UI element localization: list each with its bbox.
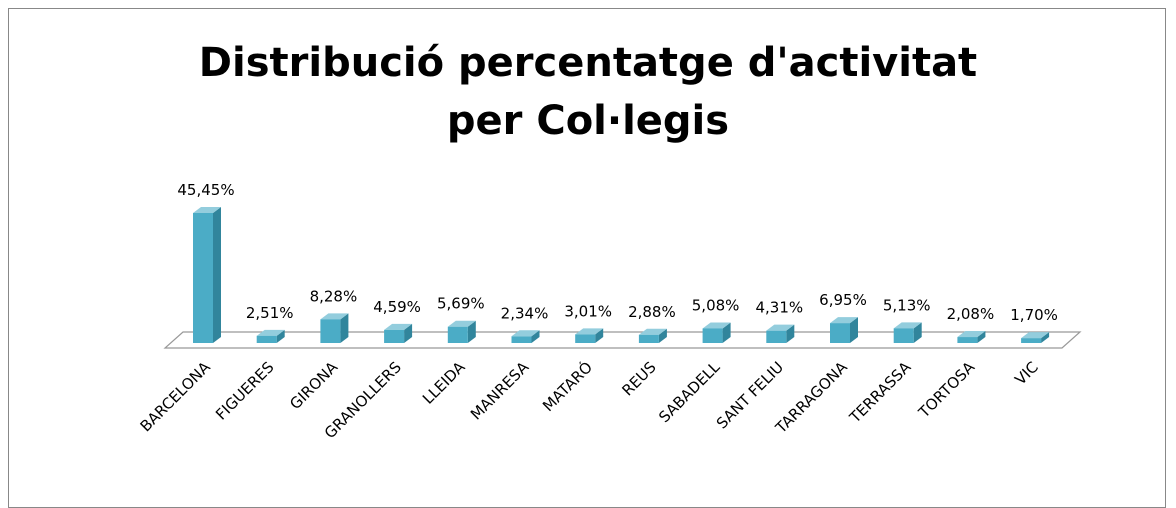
bar-side bbox=[595, 328, 604, 343]
bar-side bbox=[340, 313, 349, 343]
data-label: 8,28% bbox=[310, 287, 358, 305]
data-label: 2,08% bbox=[947, 305, 995, 323]
bar bbox=[193, 213, 213, 343]
x-tick-label: MATARÓ bbox=[538, 357, 596, 415]
bar-top bbox=[256, 329, 285, 336]
data-label: 2,34% bbox=[501, 304, 549, 322]
bar-side bbox=[531, 330, 540, 343]
bar-top bbox=[766, 324, 795, 331]
bar-side bbox=[276, 329, 285, 343]
data-label: 5,13% bbox=[883, 296, 931, 314]
data-label: 4,31% bbox=[755, 299, 803, 317]
bar-side bbox=[1041, 332, 1050, 343]
bar bbox=[256, 335, 277, 343]
chart-title: Distribució percentatge d'activitat per … bbox=[198, 40, 978, 144]
bar bbox=[1021, 338, 1042, 343]
bar bbox=[957, 337, 978, 343]
bar-side bbox=[786, 324, 795, 343]
x-tick-label: BARCELONA bbox=[137, 358, 215, 436]
bar-side bbox=[850, 317, 858, 343]
x-tick-label: REUS bbox=[618, 358, 659, 399]
bar-top bbox=[575, 328, 604, 335]
bar bbox=[893, 328, 914, 343]
bar-top bbox=[1021, 332, 1050, 339]
bar-top bbox=[638, 328, 667, 335]
data-label: 4,59% bbox=[373, 298, 421, 316]
x-tick-label: LLEIDA bbox=[419, 358, 469, 408]
data-label: 1,70% bbox=[1010, 306, 1058, 324]
data-label: 2,51% bbox=[246, 304, 294, 322]
bar-side bbox=[722, 322, 731, 343]
x-tick-label: MANRESA bbox=[467, 358, 533, 424]
data-label: 2,88% bbox=[628, 303, 676, 321]
x-tick-label: SABADELL bbox=[655, 358, 724, 427]
x-tick-label: FIGUERES bbox=[212, 358, 277, 423]
bar-side bbox=[977, 331, 986, 343]
data-label: 45,45% bbox=[177, 181, 234, 199]
floor bbox=[163, 331, 1082, 349]
data-label: 3,01% bbox=[564, 302, 612, 320]
x-tick-label: GIRONA bbox=[286, 358, 342, 414]
bar bbox=[511, 336, 532, 343]
bar bbox=[830, 323, 850, 343]
x-tick-label: TORTOSA bbox=[914, 358, 978, 422]
bar-top bbox=[447, 320, 476, 327]
x-tick-label: TERRASSA bbox=[845, 358, 915, 428]
bar-side bbox=[213, 207, 221, 343]
bar bbox=[702, 328, 723, 343]
bar bbox=[320, 319, 341, 343]
bar-top bbox=[511, 330, 540, 337]
bar bbox=[766, 330, 787, 343]
bar-side bbox=[913, 322, 922, 343]
data-label: 5,69% bbox=[437, 295, 485, 313]
data-label: 6,95% bbox=[819, 291, 867, 309]
bar-side bbox=[658, 328, 667, 343]
bar bbox=[447, 326, 468, 343]
bar-top bbox=[702, 322, 731, 329]
bar bbox=[384, 329, 405, 343]
bar-top bbox=[893, 322, 922, 329]
bar-side bbox=[467, 320, 476, 343]
bar-top bbox=[320, 313, 349, 320]
bar-top bbox=[957, 331, 986, 338]
bar-top bbox=[193, 207, 221, 213]
data-label: 5,08% bbox=[692, 296, 740, 314]
x-tick-label: VIC bbox=[1011, 358, 1042, 389]
bar-top bbox=[830, 317, 858, 324]
bar bbox=[638, 334, 659, 343]
bar bbox=[575, 334, 596, 343]
bar-top bbox=[384, 323, 413, 330]
bar-side bbox=[404, 323, 413, 343]
